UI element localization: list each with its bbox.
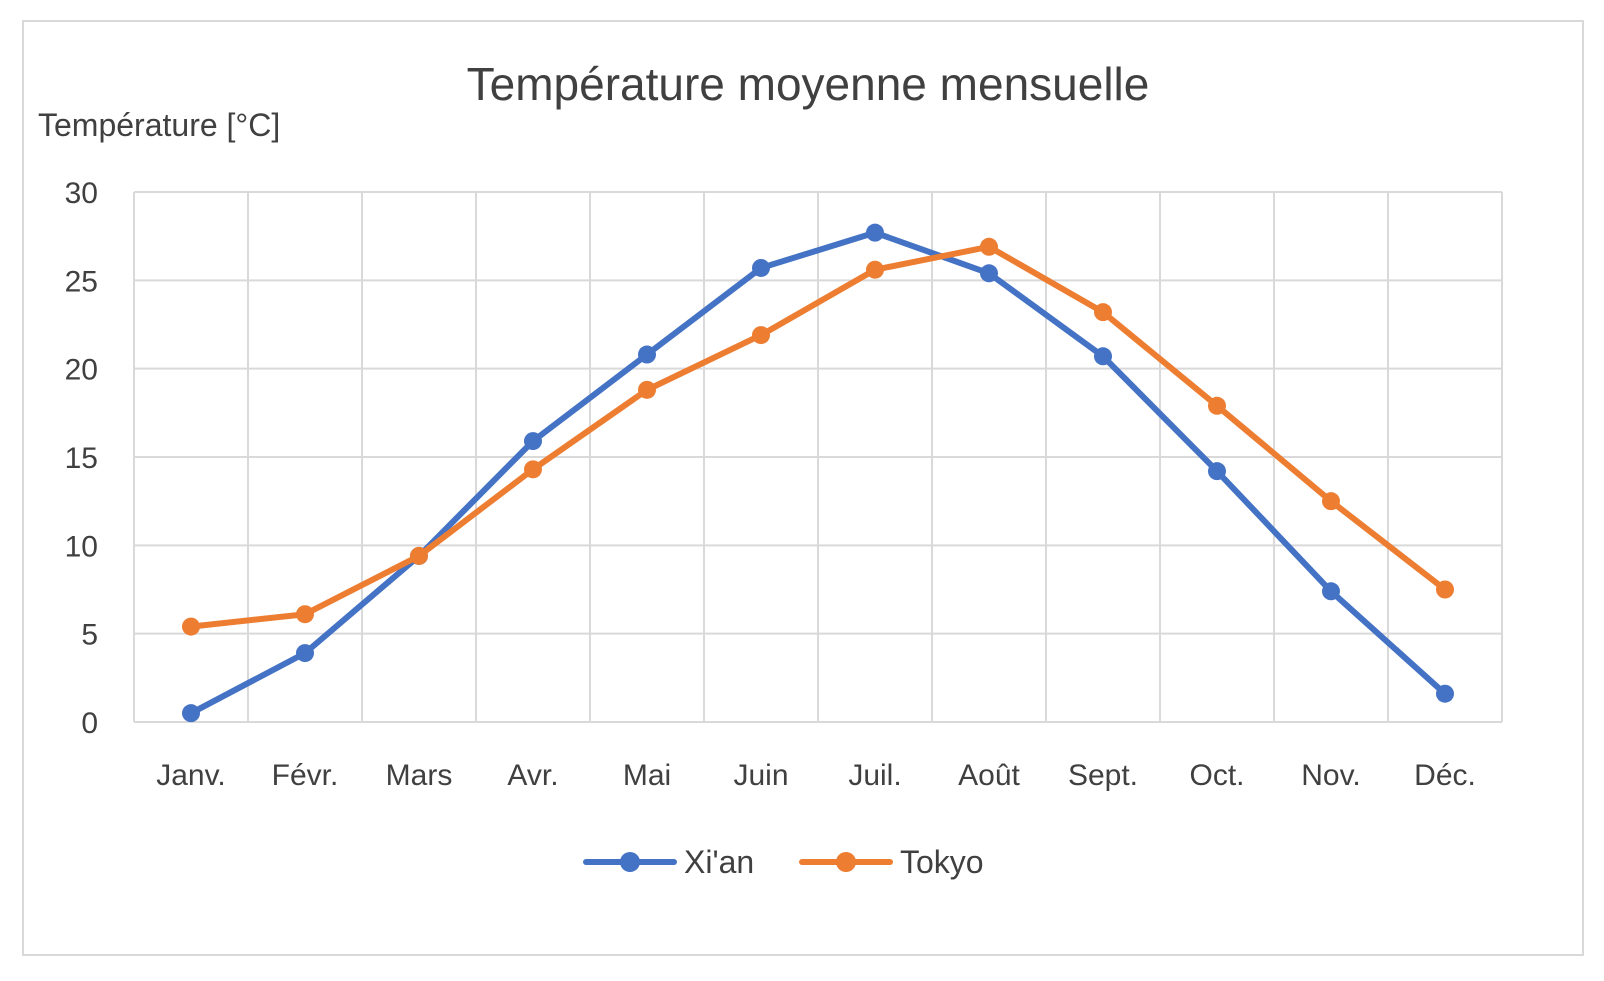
data-point [1322,492,1340,511]
data-point [980,237,998,256]
y-tick-label: 10 [65,530,98,563]
x-tick-label: Juin [733,759,788,792]
data-point [296,605,314,624]
data-point [1436,684,1454,703]
x-tick-label: Nov. [1301,759,1360,792]
y-tick-labels: 0 5 10 15 20 25 30 [65,177,98,740]
data-point [182,704,200,723]
y-axis-label: Température [°C] [38,107,280,143]
x-tick-label: Mars [386,759,453,792]
x-tick-label: Août [958,759,1020,792]
data-point [1208,462,1226,481]
x-tick-label: Févr. [272,759,339,792]
grid-lines [133,191,1503,723]
x-tick-label: Janv. [156,759,225,792]
data-point [182,617,200,636]
x-tick-label: Déc. [1414,759,1476,792]
y-tick-label: 20 [65,354,98,387]
legend-entry: Xi'an [583,844,754,880]
series-line [188,243,1448,630]
series-1 [182,237,1454,636]
data-point [980,264,998,283]
y-tick-label: 30 [65,177,98,210]
x-tick-label: Mai [623,759,671,792]
chart-frame [22,20,1584,956]
legend-label: Tokyo [900,844,984,880]
legend-entry: Tokyo [799,844,984,880]
data-point [752,326,770,345]
x-tick-label: Sept. [1068,759,1138,792]
data-point [524,432,542,451]
data-point [1322,582,1340,601]
y-tick-label: 5 [81,619,98,652]
legend-label: Xi'an [684,844,754,880]
y-tick-label: 0 [81,707,98,740]
data-point [638,345,656,364]
x-tick-labels: Janv. Févr. Mars Avr. Mai Juin Juil. Août Sept. O… [156,759,1476,792]
data-point [296,644,314,663]
x-tick-label: Oct. [1189,759,1244,792]
legend-marker [836,852,856,872]
data-point [1208,396,1226,415]
y-tick-label: 25 [65,265,98,298]
legend-marker [620,852,640,872]
series-lines [182,223,1454,723]
y-tick-label: 15 [65,442,98,475]
data-point [866,223,884,242]
data-point [1094,303,1112,322]
legend: Xi'an Tokyo [583,844,984,880]
data-point [752,258,770,277]
data-point [638,380,656,399]
x-tick-label: Juil. [848,759,901,792]
data-point [866,260,884,279]
data-point [1436,580,1454,599]
data-point [524,460,542,479]
series-line [188,229,1448,717]
chart-title: Température moyenne mensuelle [467,58,1150,110]
data-point [1094,347,1112,366]
data-point [410,546,428,565]
x-tick-label: Avr. [507,759,558,792]
